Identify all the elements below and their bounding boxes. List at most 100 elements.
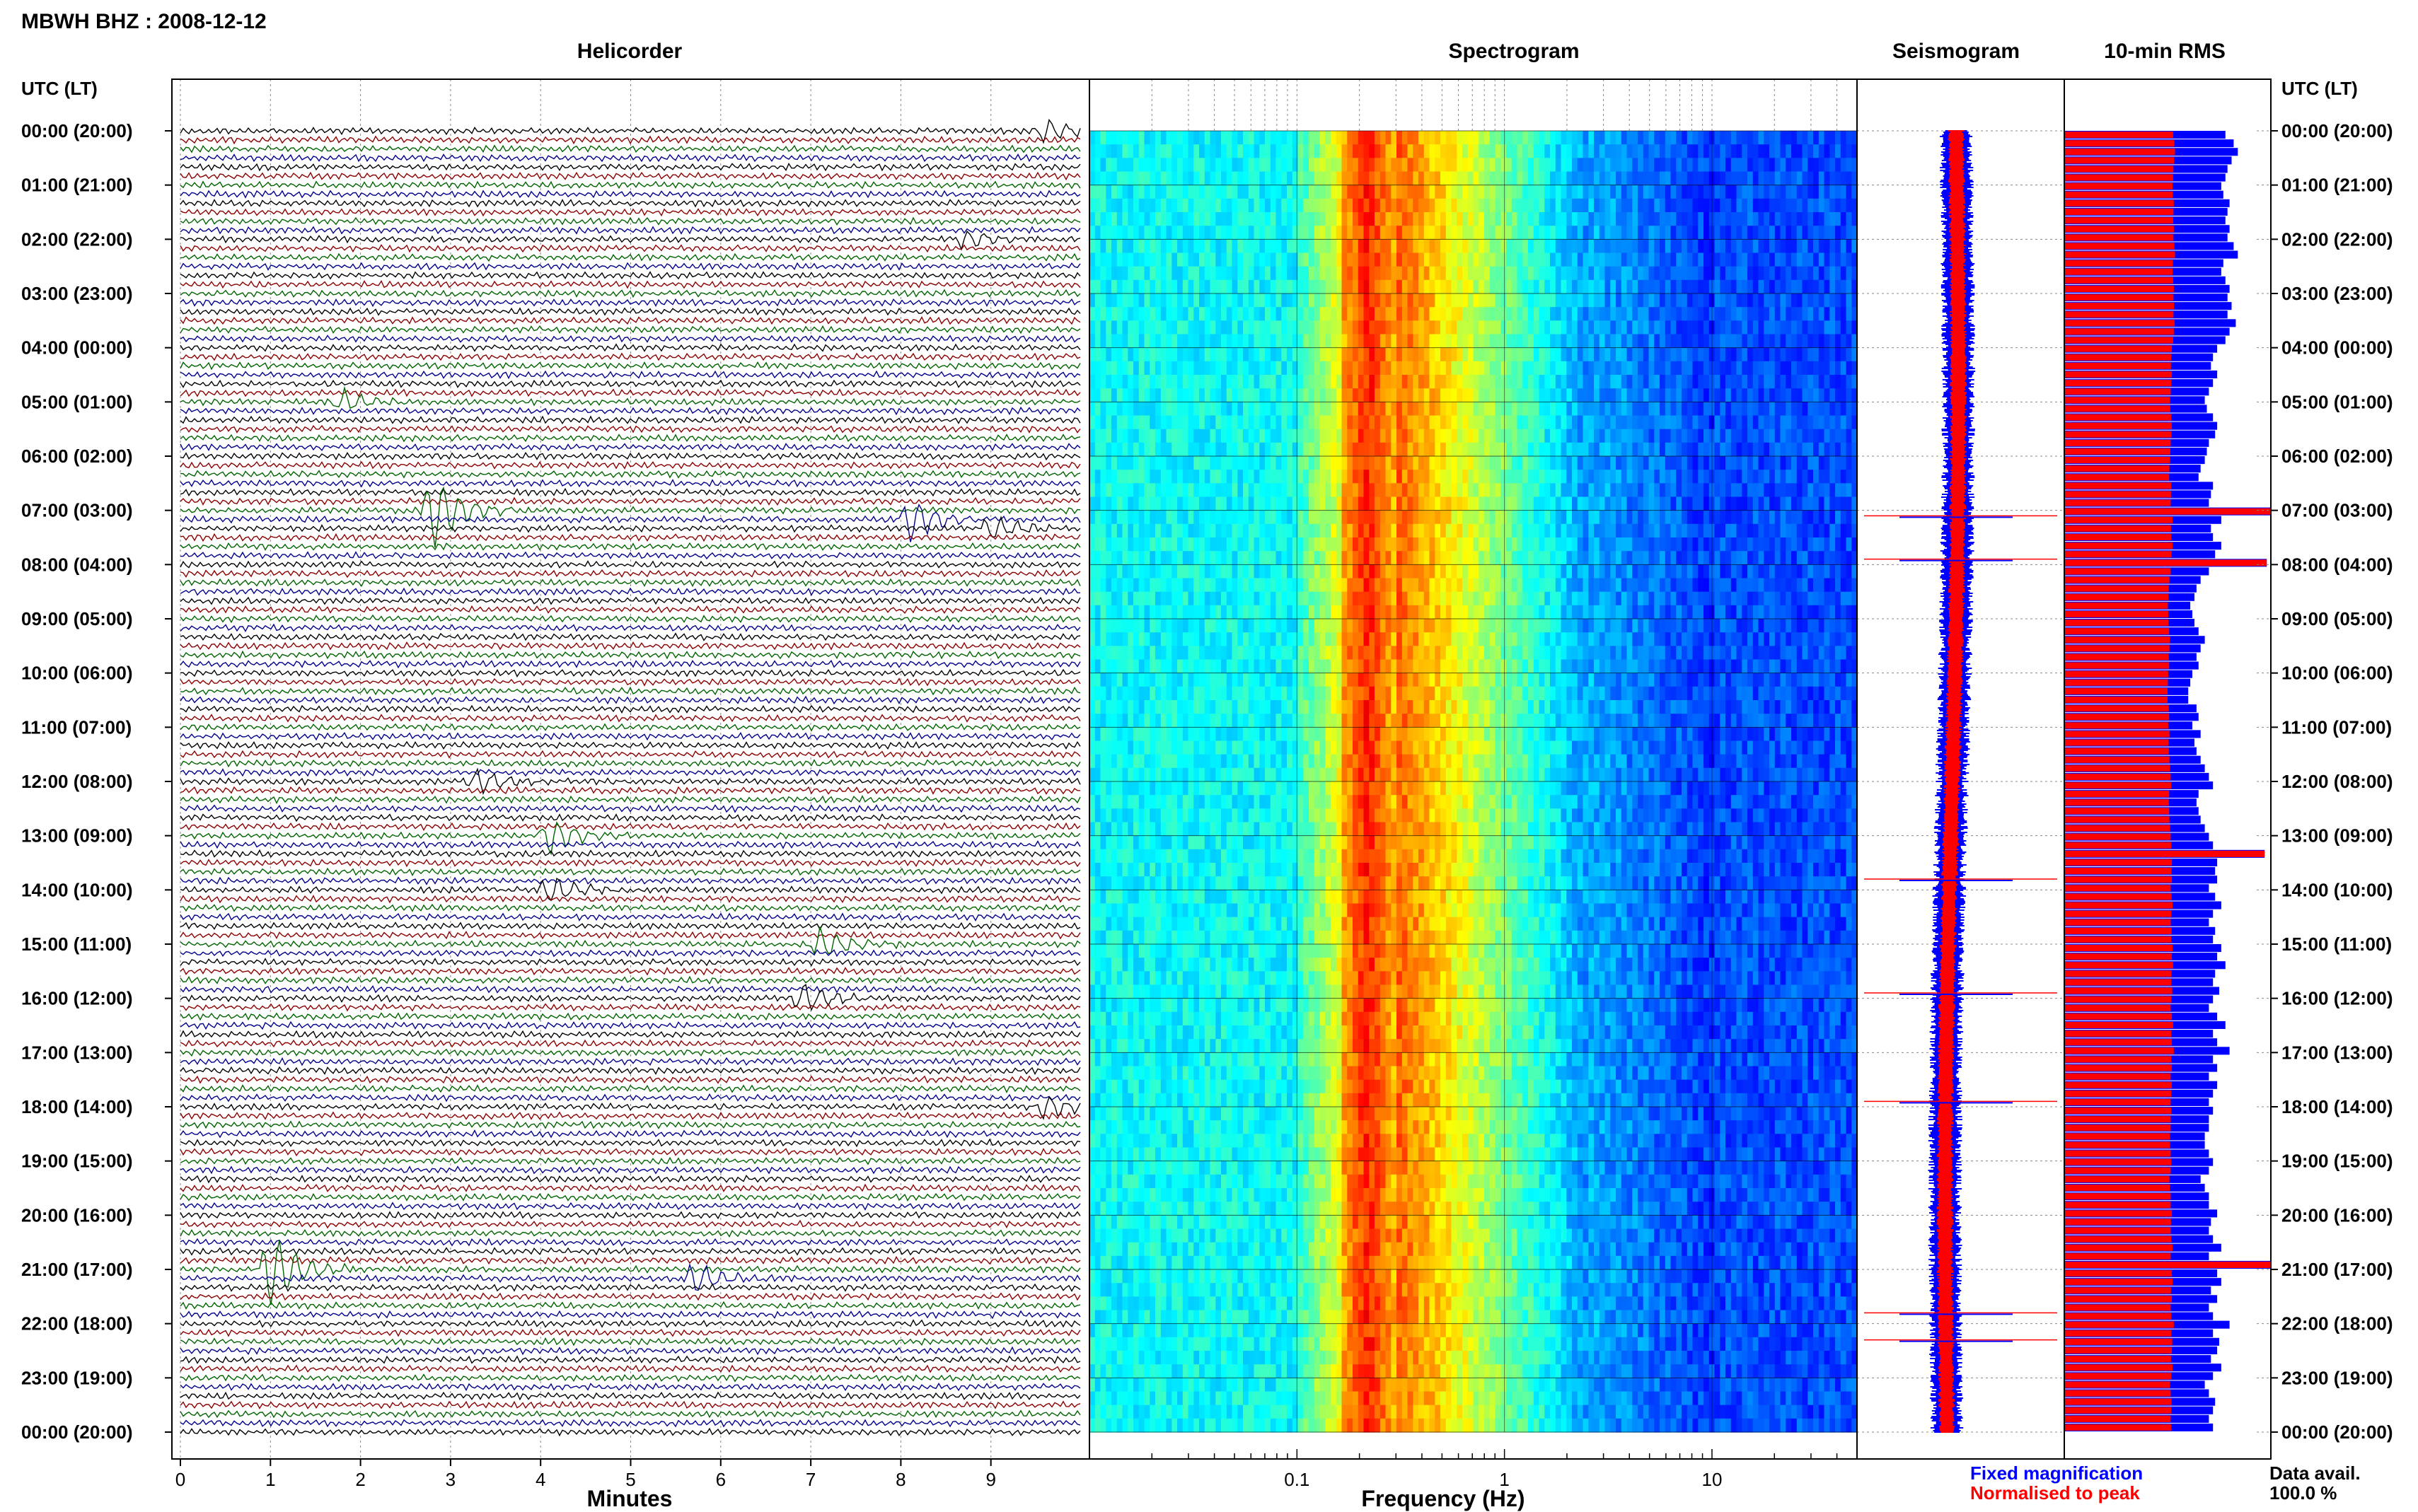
spectrogram-cell <box>1467 158 1474 173</box>
spectrogram-cell <box>1725 510 1732 525</box>
helicorder-trace <box>180 578 1081 588</box>
spectrogram-cell <box>1829 293 1836 308</box>
spectrogram-cell <box>1188 510 1194 525</box>
spectrogram-cell <box>1259 537 1266 552</box>
spectrogram-cell <box>1270 347 1277 362</box>
spectrogram-cell <box>1648 510 1655 525</box>
spectrogram-cell <box>1423 564 1430 579</box>
spectrogram-cell <box>1786 279 1792 294</box>
spectrogram-cell <box>1511 496 1518 511</box>
spectrogram-cell <box>1182 171 1189 186</box>
spectrogram-cell <box>1495 158 1501 173</box>
spectrogram-cell <box>1670 158 1677 173</box>
spectrogram-cell <box>1818 375 1825 389</box>
spectrogram-cell <box>1561 470 1567 484</box>
rms-title: 10-min RMS <box>2104 40 2226 63</box>
spectrogram-cell <box>1489 375 1496 389</box>
spectrogram-cell <box>1489 429 1496 443</box>
spectrogram-cell <box>1457 320 1463 335</box>
spectrogram-cell <box>1429 564 1435 579</box>
spectrogram-cell <box>1594 239 1600 254</box>
spectrogram-cell <box>1621 564 1628 579</box>
spectrogram-cell <box>1621 279 1628 294</box>
spectrogram-cell <box>1341 212 1348 226</box>
spectrogram-cell <box>1462 578 1469 593</box>
spectrogram-cell <box>1648 171 1655 186</box>
helicorder-trace <box>180 298 1081 308</box>
spectrogram-cell <box>1237 361 1244 376</box>
spectrogram-cell <box>1796 375 1803 389</box>
spectrogram-cell <box>1577 442 1584 457</box>
spectrogram-cell <box>1604 510 1611 525</box>
spectrogram-cell <box>1445 551 1452 565</box>
spectrogram-cell <box>1358 388 1365 402</box>
spectrogram-cell <box>1698 293 1704 308</box>
spectrogram-cell <box>1807 564 1814 579</box>
spectrogram-cell <box>1539 293 1545 308</box>
spectrogram-cell <box>1692 388 1699 402</box>
spectrogram-cell <box>1160 320 1167 335</box>
spectrogram-cell <box>1275 537 1282 552</box>
spectrogram-cell <box>1106 361 1112 376</box>
spectrogram-cell <box>1665 537 1672 552</box>
spectrogram-cell <box>1692 551 1699 565</box>
spectrogram-cell <box>1275 171 1282 186</box>
spectrogram-cell <box>1533 307 1540 321</box>
spectrogram-cell <box>1188 293 1194 308</box>
spectrogram-cell <box>1133 226 1140 240</box>
spectrogram-cell <box>1616 185 1622 199</box>
spectrogram-cell <box>1769 361 1776 376</box>
spectrogram-cell <box>1544 496 1551 511</box>
spectrogram-cell <box>1550 334 1556 349</box>
spectrogram-cell <box>1150 320 1156 335</box>
spectrogram-cell <box>1248 239 1255 254</box>
spectrogram-cell <box>1319 523 1326 538</box>
spectrogram-cell <box>1676 198 1682 213</box>
spectrogram-cell <box>1413 239 1419 254</box>
spectrogram-cell <box>1379 198 1387 213</box>
spectrogram-cell <box>1106 293 1112 308</box>
spectrogram-cell <box>1287 483 1293 498</box>
spectrogram-cell <box>1539 226 1545 240</box>
spectrogram-cell <box>1583 523 1589 538</box>
spectrogram-cell <box>1353 388 1359 402</box>
helicorder-trace <box>180 569 1081 578</box>
spectrogram-cell <box>1670 334 1677 349</box>
spectrogram-cell <box>1566 510 1573 525</box>
spectrogram-cell <box>1495 279 1501 294</box>
spectrogram-cell <box>1445 320 1452 335</box>
spectrogram-cell <box>1270 266 1277 281</box>
spectrogram-cell <box>1539 361 1545 376</box>
spectrogram-cell <box>1577 361 1584 376</box>
spectrogram-cell <box>1714 279 1720 294</box>
spectrogram-cell <box>1341 402 1348 417</box>
spectrogram-cell <box>1736 564 1742 579</box>
spectrogram-cell <box>1517 523 1523 538</box>
spectrogram-cell <box>1835 226 1841 240</box>
spectrogram-cell <box>1375 361 1381 376</box>
spectrogram-cell <box>1254 252 1260 267</box>
spectrogram-cell <box>1155 185 1162 199</box>
spectrogram-cell <box>1462 483 1469 498</box>
spectrogram-cell <box>1561 402 1567 417</box>
spectrogram-cell <box>1555 266 1562 281</box>
spectrogram-cell <box>1829 564 1836 579</box>
spectrogram-cell <box>1254 537 1260 552</box>
spectrogram-cell <box>1215 456 1222 470</box>
spectrogram-cell <box>1396 252 1403 267</box>
spectrogram-cell <box>1100 131 1106 145</box>
spectrogram-cell <box>1851 293 1858 308</box>
spectrogram-cell <box>1703 361 1710 376</box>
spectrogram-cell <box>1851 402 1858 417</box>
spectrogram-cell <box>1319 483 1326 498</box>
spectrogram-cell <box>1758 144 1764 158</box>
spectrogram-cell <box>1275 131 1282 145</box>
spectrogram-cell <box>1265 212 1271 226</box>
spectrogram-cell <box>1094 483 1101 498</box>
spectrogram-cell <box>1747 212 1754 226</box>
spectrogram-cell <box>1281 239 1288 254</box>
spectrogram-cell <box>1747 266 1754 281</box>
spectrogram-cell <box>1292 252 1299 267</box>
spectrogram-cell <box>1467 252 1474 267</box>
spectrogram-cell <box>1599 429 1606 443</box>
